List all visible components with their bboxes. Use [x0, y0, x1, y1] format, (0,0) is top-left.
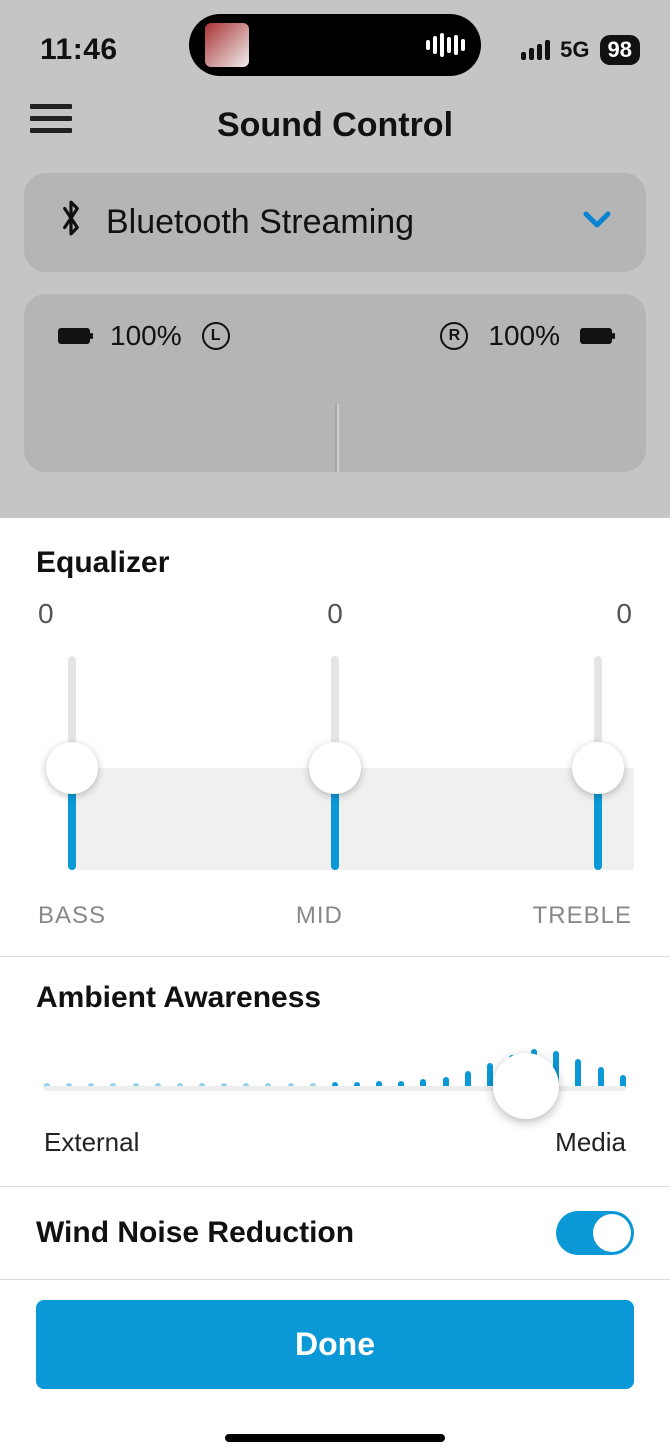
battery-left-percent: 100%: [110, 320, 182, 352]
menu-button[interactable]: [30, 104, 72, 133]
eq-mid-label: MID: [296, 902, 343, 930]
done-button[interactable]: Done: [36, 1300, 634, 1389]
card-divider: [335, 404, 339, 472]
ambient-right-label: Media: [555, 1127, 626, 1158]
wind-noise-row: Wind Noise Reduction: [0, 1187, 670, 1279]
source-label: Bluetooth Streaming: [106, 203, 414, 242]
battery-right-percent: 100%: [488, 320, 560, 352]
ambient-slider-thumb[interactable]: [493, 1053, 559, 1119]
eq-bass-value: 0: [38, 598, 54, 630]
source-dropdown[interactable]: Bluetooth Streaming: [24, 173, 646, 272]
eq-treble-slider[interactable]: [572, 742, 624, 794]
battery-left-icon: [58, 328, 90, 344]
eq-treble-label: TREBLE: [533, 902, 632, 930]
equalizer-section: Equalizer 0 0 0 BASS MID: [0, 518, 670, 956]
battery-percent: 98: [600, 35, 640, 65]
settings-sheet: Equalizer 0 0 0 BASS MID: [0, 518, 670, 1452]
eq-bass-label: BASS: [38, 902, 106, 930]
eq-mid-value: 0: [327, 598, 343, 630]
ambient-slider[interactable]: [36, 1037, 634, 1097]
home-indicator[interactable]: [225, 1434, 445, 1442]
eq-treble-value: 0: [616, 598, 632, 630]
equalizer-title: Equalizer: [36, 546, 634, 580]
equalizer-sliders: [36, 656, 634, 886]
ambient-title: Ambient Awareness: [36, 981, 634, 1015]
battery-card: 100% L R 100%: [24, 294, 646, 472]
audio-wave-icon: [426, 33, 465, 57]
now-playing-art-icon: [205, 23, 249, 67]
eq-bass-slider[interactable]: [46, 742, 98, 794]
right-indicator-icon: R: [440, 322, 468, 350]
ambient-section: Ambient Awareness External Media: [0, 957, 670, 1186]
battery-right-icon: [580, 328, 612, 344]
cellular-label: 5G: [560, 37, 589, 63]
wind-noise-label: Wind Noise Reduction: [36, 1216, 354, 1250]
page-title: Sound Control: [217, 106, 453, 145]
cellular-signal-icon: [521, 40, 550, 60]
bluetooth-icon: [58, 199, 84, 246]
app-header: Sound Control: [0, 86, 670, 173]
ambient-left-label: External: [44, 1127, 139, 1158]
status-time: 11:46: [40, 33, 118, 67]
wind-noise-toggle[interactable]: [556, 1211, 634, 1255]
chevron-down-icon: [582, 210, 612, 235]
eq-mid-slider[interactable]: [309, 742, 361, 794]
dynamic-island[interactable]: [189, 14, 481, 76]
left-indicator-icon: L: [202, 322, 230, 350]
